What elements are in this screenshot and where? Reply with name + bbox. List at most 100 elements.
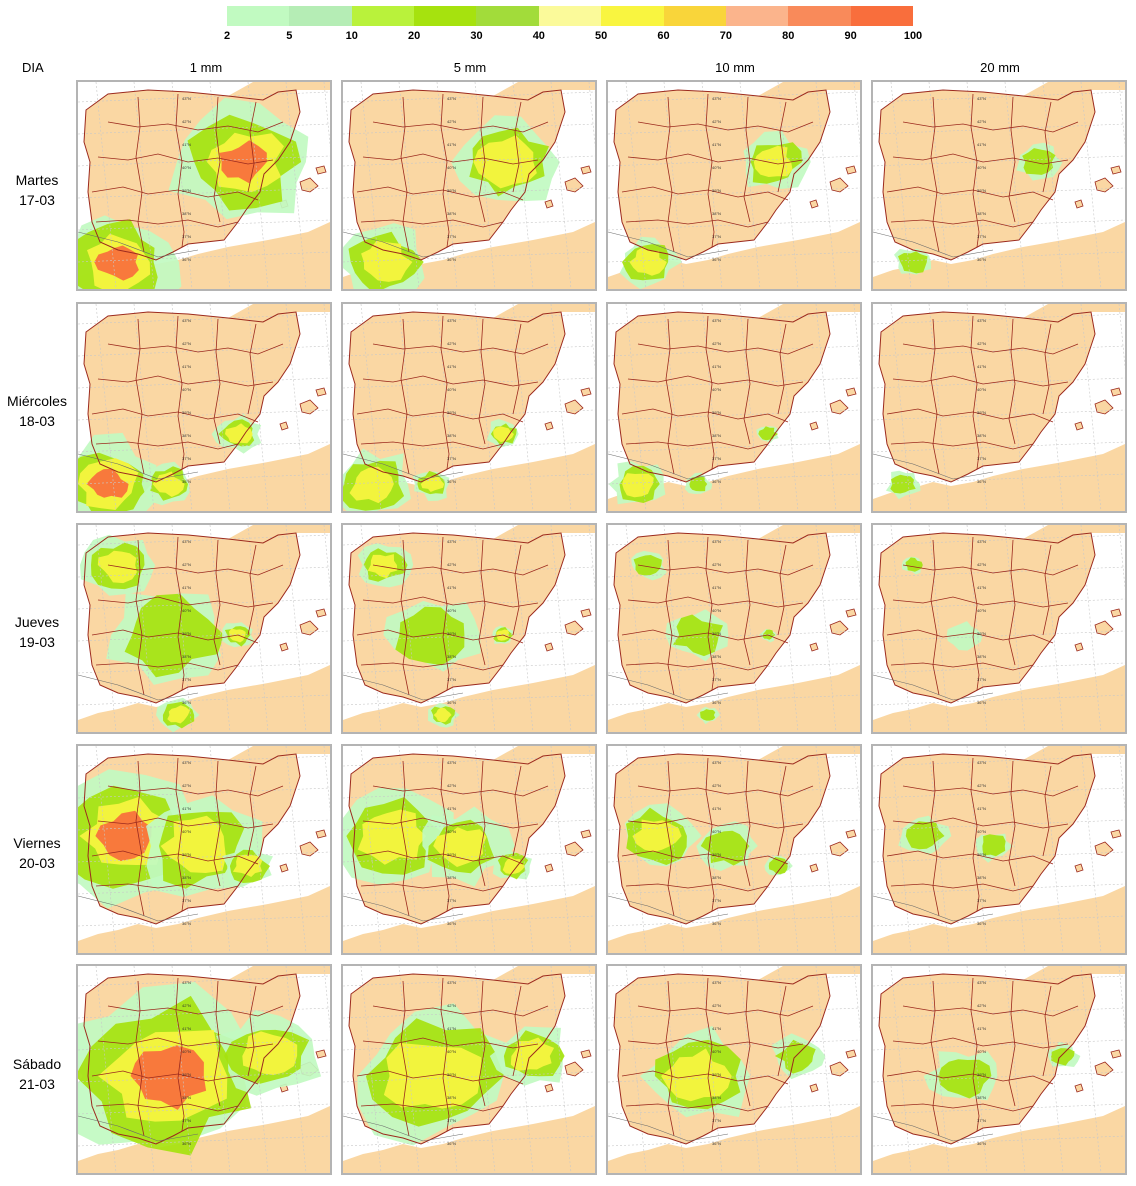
province-border xyxy=(637,785,814,797)
graticule-line xyxy=(777,525,799,732)
probability-map-panel: 43°N 42°N 41°N 40°N 39°N 38°N 37°N 36°N xyxy=(871,302,1127,513)
province-border xyxy=(400,96,410,253)
province-border xyxy=(892,596,1069,608)
graticule-line xyxy=(247,746,269,953)
balearic-island xyxy=(1094,177,1114,193)
row-date: 18-03 xyxy=(19,413,55,429)
province-border xyxy=(970,315,980,470)
country-border xyxy=(343,453,464,480)
graticule-line xyxy=(95,966,117,1173)
latitude-label: 36°N xyxy=(977,1141,986,1146)
latitude-label: 40°N xyxy=(182,387,191,392)
province-border xyxy=(97,153,274,165)
graticule-line xyxy=(739,304,761,511)
color-legend: 2 5 10 20 30 40 50 60 70 80 90 100 xyxy=(224,6,922,42)
latitude-label: 37°N xyxy=(182,898,191,903)
balearic-island xyxy=(845,387,857,397)
balearic-island xyxy=(299,841,319,857)
latitude-label: 37°N xyxy=(182,456,191,461)
graticule-line xyxy=(285,746,307,953)
balearic-island xyxy=(315,165,327,175)
latitude-label: 39°N xyxy=(447,188,456,193)
latitude-label: 41°N xyxy=(182,364,191,369)
province-border xyxy=(970,757,980,912)
latitude-label: 36°N xyxy=(977,257,986,262)
balearic-island xyxy=(544,863,554,873)
province-border xyxy=(91,1070,259,1085)
graticule-line xyxy=(550,966,572,1173)
balearic-island xyxy=(299,177,319,193)
province-border xyxy=(777,765,787,857)
balearic-island xyxy=(580,165,592,175)
legend-swatch xyxy=(351,6,415,26)
probability-area xyxy=(502,856,526,875)
map-svg: 43°N 42°N 41°N 40°N 39°N 38°N 37°N 36°N xyxy=(343,82,595,289)
province-border xyxy=(930,760,940,917)
france-landmass xyxy=(1023,304,1125,322)
province-border xyxy=(95,662,239,671)
graticule-line xyxy=(285,304,307,511)
probability-area xyxy=(1051,1048,1075,1066)
province-border xyxy=(372,564,549,576)
latitude-label: 39°N xyxy=(977,852,986,857)
legend-tick-label: 60 xyxy=(657,30,670,42)
latitude-label: 40°N xyxy=(977,829,986,834)
balearic-island xyxy=(580,829,592,839)
legend-swatch xyxy=(850,6,914,26)
province-border xyxy=(902,121,1079,133)
balearic-island xyxy=(829,620,849,636)
map-svg: 43°N 42°N 41°N 40°N 39°N 38°N 37°N 36°N xyxy=(873,304,1125,511)
province-border xyxy=(135,980,145,1137)
latitude-label: 43°N xyxy=(712,318,721,323)
row-label-viernes: Viernes 20-03 xyxy=(2,833,72,873)
balearic-island xyxy=(279,863,289,873)
province-border xyxy=(930,96,940,253)
latitude-label: 40°N xyxy=(182,1049,191,1054)
latitude-label: 41°N xyxy=(712,364,721,369)
province-border xyxy=(400,980,410,1137)
province-border xyxy=(1042,101,1052,193)
balearic-island xyxy=(1110,608,1122,618)
province-border xyxy=(372,343,549,355)
balearic-island xyxy=(315,829,327,839)
latitude-label: 39°N xyxy=(712,188,721,193)
balearic-island xyxy=(279,642,289,652)
country-border xyxy=(78,674,199,701)
latitude-label: 37°N xyxy=(977,898,986,903)
province-border xyxy=(213,318,221,445)
province-border xyxy=(247,544,257,636)
graticule-line xyxy=(209,525,231,732)
latitude-label: 41°N xyxy=(182,806,191,811)
province-border xyxy=(1042,985,1052,1077)
latitude-label: 36°N xyxy=(182,1141,191,1146)
graticule-line xyxy=(247,304,269,511)
balearic-island xyxy=(845,829,857,839)
coastline xyxy=(878,753,1096,925)
province-border xyxy=(890,219,1034,228)
latitude-label: 38°N xyxy=(712,1095,721,1100)
province-border xyxy=(247,101,257,193)
latitude-label: 36°N xyxy=(447,921,456,926)
latitude-label: 40°N xyxy=(712,608,721,613)
latitude-label: 42°N xyxy=(182,341,191,346)
province-border xyxy=(627,153,804,165)
province-border xyxy=(213,980,221,1107)
graticule-line xyxy=(209,966,231,1173)
latitude-label: 43°N xyxy=(977,539,986,544)
latitude-label: 39°N xyxy=(977,188,986,193)
probability-area xyxy=(361,240,413,282)
province-border xyxy=(627,1037,804,1049)
graticule-line xyxy=(436,525,458,732)
graticule-line xyxy=(436,746,458,953)
province-border xyxy=(892,375,1069,387)
graticule-line xyxy=(966,82,988,289)
province-border xyxy=(362,1037,539,1049)
graticule-line xyxy=(625,82,647,289)
province-border xyxy=(478,318,486,445)
country-border xyxy=(608,231,729,258)
latitude-label: 39°N xyxy=(977,1072,986,1077)
latitude-label: 43°N xyxy=(447,96,456,101)
latitude-label: 42°N xyxy=(182,1003,191,1008)
column-header-5mm: 5 mm xyxy=(453,60,487,75)
graticule-line xyxy=(815,746,837,953)
